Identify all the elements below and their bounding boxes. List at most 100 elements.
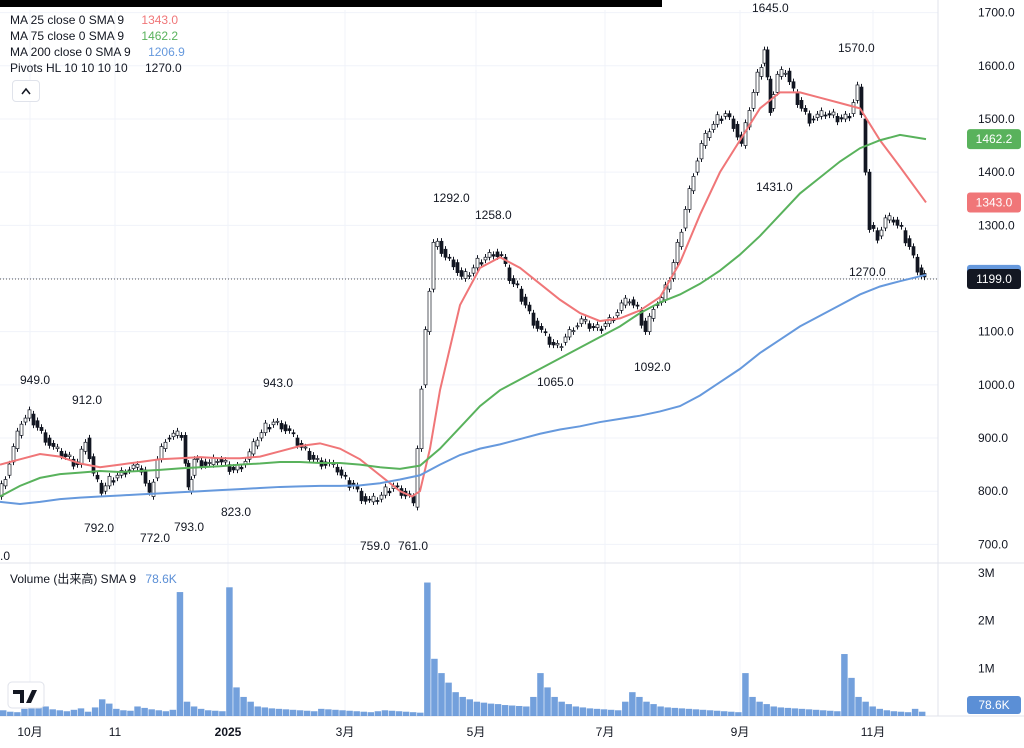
volume-bar [120,710,127,716]
volume-last-badge [967,696,1021,714]
logo-bg [7,681,45,709]
candle-body [186,462,191,488]
candle-body [643,320,648,333]
candle-body [223,460,228,463]
candle-body [163,441,168,450]
candle-body [531,312,536,326]
candle-body [695,160,700,173]
candle-body [271,421,276,426]
volume-bar [318,708,325,716]
pivot-label: 761.0 [398,539,428,553]
pivot-label: 793.0 [174,520,204,534]
volume-bar [360,711,367,716]
volume-bar [876,708,883,716]
candle-body [451,259,456,268]
volume-bar [586,708,594,716]
candle-body [311,454,316,460]
volume-bar [438,673,445,716]
volume-bar [0,710,7,716]
candle-body [847,115,852,119]
legend-ma200[interactable]: MA 200 close 0 SMA 9 1206.9 [10,44,185,60]
volume-bar [593,708,601,716]
y-tick-label: 1400.0 [978,165,1015,179]
x-tick-label: 10月 [17,725,42,739]
candle-body [539,326,544,330]
candle-body [467,274,472,277]
candle-body [535,320,540,329]
candle-body [835,115,840,123]
legend-ma25[interactable]: MA 25 close 0 SMA 9 1343.0 [10,12,185,28]
candle-body [511,278,516,285]
volume-bar [268,708,276,716]
candle-body [471,267,476,274]
legend-ma200-value: 1206.9 [148,45,185,59]
candle-body [39,427,44,431]
volume-bar [240,696,247,716]
volume-bar [685,708,693,716]
legend-pivots-label: Pivots HL 10 10 10 10 [10,61,128,75]
volume-bar [841,654,848,716]
candle-body [199,460,204,467]
volume-bar [523,706,530,716]
volume-bar [84,711,92,716]
volume-bar [162,711,170,716]
volume-bar [735,712,742,716]
volume-bar [657,706,664,716]
candle-body [435,240,440,247]
price-label-text: 1343.0 [976,195,1013,209]
volume-bar [296,710,304,716]
candle-body [359,490,364,502]
candle-body [291,432,296,435]
volume-bar [897,711,905,716]
volume-bar [35,704,42,716]
volume-bar [565,704,572,716]
pivot-label: 1065.0 [537,375,574,389]
candle-body [83,441,88,452]
candle-body [431,241,436,290]
candle-body [587,323,592,329]
candle-body [487,252,492,258]
candle-body [267,427,272,430]
candle-body [175,430,180,436]
candle-body [523,296,528,306]
volume-bar [671,707,678,716]
volume-bar [664,707,671,716]
candle-body [495,251,500,258]
volume-bar [155,710,162,716]
volume-bar [721,711,728,716]
candle-body [411,496,416,504]
legend-pivots[interactable]: Pivots HL 10 10 10 10 1270.0 [10,60,185,76]
candle-body [111,480,116,483]
candle-body [259,432,264,439]
volume-bar [275,708,283,716]
candle-body [151,481,156,497]
volume-bar [204,710,212,716]
volume-bar [254,706,261,716]
candle-body [383,486,388,496]
candle-body [363,496,368,502]
volume-bar [169,709,177,716]
candle-body [575,325,580,328]
candle-body [307,450,312,460]
volume-bar [374,711,382,716]
candle-body [771,94,776,109]
candle-body [455,262,460,274]
legend-ma75[interactable]: MA 75 close 0 SMA 9 1462.2 [10,28,185,44]
candle-body [543,331,548,334]
candle-body [871,224,876,229]
volume-legend[interactable]: Volume (出来高) SMA 9 78.6K [10,570,177,587]
volume-bar [706,710,714,716]
candle-body [171,432,176,438]
volume-bar [21,708,28,716]
candle-body [35,420,40,428]
volume-bar [805,709,813,716]
candle-body [719,118,724,121]
volume-bar [381,710,389,716]
legend-collapse-button[interactable] [12,80,40,102]
candle-body [179,435,184,438]
volume-bar [134,706,141,716]
volume-bar [148,709,155,716]
candle-body [915,256,920,273]
volume-bar [622,701,629,716]
